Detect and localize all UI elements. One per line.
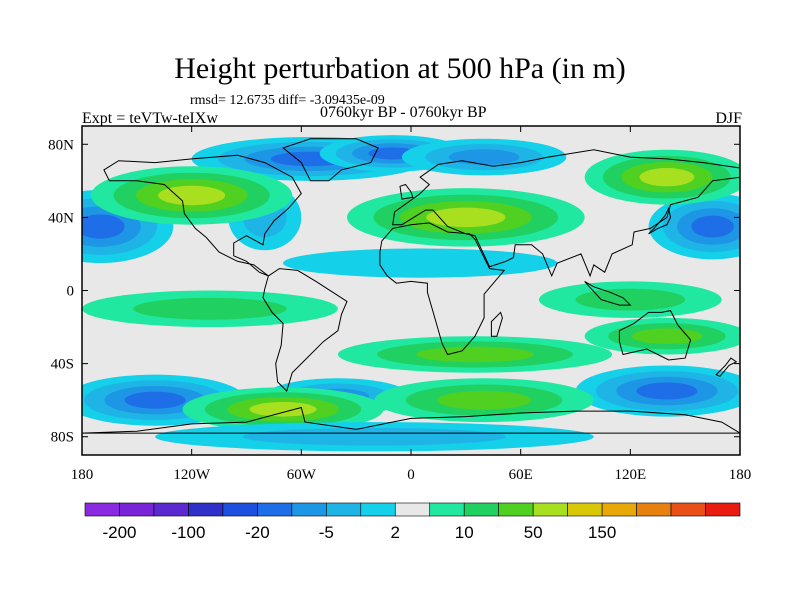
colorbar-label: -200 <box>102 523 136 542</box>
colorbar-swatch <box>705 502 741 517</box>
colorbar-swatch <box>463 502 499 517</box>
colorbar: -200 -100 -20 -5 2 10 50 150 <box>84 502 741 542</box>
colorbar-label: -100 <box>171 523 205 542</box>
colorbar-label: 50 <box>524 523 543 542</box>
season-label: DJF <box>715 110 742 127</box>
contour-blob <box>448 149 520 165</box>
contour-blob <box>242 427 507 446</box>
y-tick-label: 40S <box>51 357 74 373</box>
colorbar-label: -20 <box>245 523 270 542</box>
colorbar-swatch <box>429 502 465 517</box>
contour-blob <box>426 207 506 228</box>
contour-blob <box>437 390 532 410</box>
contour-field <box>82 126 740 455</box>
contour-blob <box>636 382 698 400</box>
colorbar-swatch <box>394 502 431 517</box>
colorbar-swatch <box>119 502 155 517</box>
colorbar-swatch <box>670 502 706 517</box>
coastline-australia <box>618 310 692 361</box>
x-tick-label: 120E <box>614 467 646 483</box>
coastline-new-zealand <box>715 357 738 378</box>
colorbar-swatch <box>636 502 672 517</box>
y-tick-label: 0 <box>67 284 75 300</box>
colorbar-swatch <box>567 502 603 517</box>
y-tick-label: 80S <box>51 430 74 446</box>
y-tick-label: 80N <box>48 137 74 153</box>
contour-blob <box>691 215 734 238</box>
coastline-japan <box>648 206 672 235</box>
colorbar-swatch <box>257 502 293 517</box>
coastline-africa <box>379 222 506 356</box>
contour-blob <box>639 168 695 187</box>
colorbar-swatch <box>153 502 189 517</box>
x-tick-label: 180 <box>71 467 94 483</box>
contour-blob <box>416 346 534 363</box>
chart-title: Height perturbation at 500 hPa (in m) <box>174 52 626 85</box>
colorbar-swatch <box>360 502 396 517</box>
axis-ticks: 180 120W 60W 0 60E 120E 180 80N 40N 0 40S 80S <box>48 126 751 483</box>
contour-blob <box>133 297 287 320</box>
coastline-madagascar <box>490 311 503 337</box>
colorbar-swatch <box>532 502 568 517</box>
rmsd-diff-stats: rmsd= 12.6735 diff= -3.09435e-09 <box>190 93 385 108</box>
coastline-europe-asia <box>392 149 740 278</box>
colorbar-label: 10 <box>455 523 474 542</box>
contour-blob <box>575 288 686 311</box>
colorbar-swatch <box>498 502 534 517</box>
colorbar-label: 2 <box>391 523 400 542</box>
colorbar-label: -5 <box>319 523 334 542</box>
colorbar-swatch <box>291 502 327 517</box>
x-tick-label: 120W <box>173 467 211 483</box>
x-tick-label: 60E <box>509 467 533 483</box>
coastline-greenland <box>282 138 379 182</box>
experiment-label: Expt = teVTw-teIXw <box>82 110 218 127</box>
contour-blob <box>124 391 186 409</box>
contour-blob <box>283 248 558 278</box>
coastline-antarctica <box>82 406 740 434</box>
coastline-indonesia <box>584 280 632 306</box>
x-tick-label: 60W <box>287 467 317 483</box>
contour-blob <box>249 401 317 417</box>
x-tick-label: 0 <box>407 467 415 483</box>
colorbar-swatch <box>84 502 120 517</box>
period-label: 0760kyr BP - 0760kyr BP <box>320 104 487 121</box>
contour-blob <box>631 328 703 345</box>
x-tick-label: 180 <box>729 467 752 483</box>
colorbar-swatch <box>326 502 362 517</box>
contour-blob <box>82 214 125 239</box>
colorbar-swatch <box>222 502 258 517</box>
coastline-uk <box>399 183 414 200</box>
contour-blob <box>158 185 226 206</box>
colorbar-swatch <box>601 502 637 517</box>
coastline-south-america <box>262 268 348 392</box>
colorbar-label: 150 <box>588 523 616 542</box>
coastline-north-america <box>103 154 302 277</box>
coastlines <box>82 138 740 434</box>
colorbar-swatch <box>188 502 224 517</box>
y-tick-label: 40N <box>48 210 74 226</box>
